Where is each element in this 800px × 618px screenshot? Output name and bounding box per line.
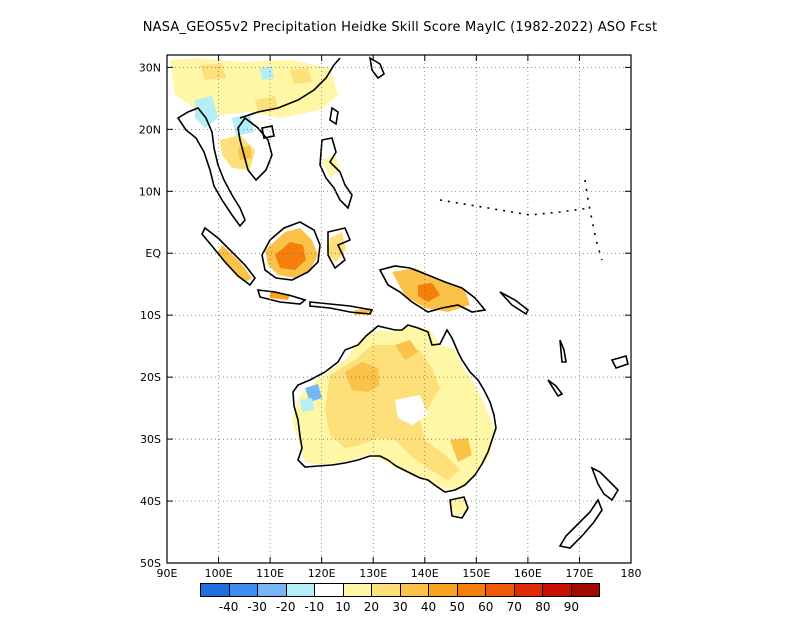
- map-frame: 90E 100E 110E 120E 130E 140E 150E 160E 170E 180 30…: [139, 54, 642, 580]
- java-coastline: [256, 289, 307, 305]
- colorbar-box: [229, 584, 258, 596]
- australia-coastline: [292, 324, 497, 493]
- south-china-skill-patch: [290, 68, 312, 84]
- micronesia-dots: [584, 179, 603, 261]
- australia-neutral-patch: [395, 395, 428, 425]
- philippines-coastline: [319, 137, 353, 210]
- western-australia-negative-region: [305, 384, 322, 402]
- colorbar-label: 10: [335, 600, 351, 614]
- south-china-skill-patch: [200, 64, 226, 80]
- micronesia-dots: [439, 199, 591, 216]
- latitude-label: 40S: [140, 495, 161, 508]
- new-guinea-coastline: [378, 265, 487, 313]
- longitude-label: 160E: [514, 567, 542, 580]
- philippines-skill: [322, 155, 340, 178]
- taiwan-coastline: [329, 106, 339, 126]
- australia-skill-patch: [345, 362, 380, 392]
- latitude-label: 10N: [139, 185, 161, 198]
- colorbar-box: [400, 584, 429, 596]
- longitude-label: 180: [621, 567, 642, 580]
- longitude-label: 120E: [308, 567, 336, 580]
- colorbar-label: 70: [506, 600, 522, 614]
- colorbar-box: [258, 584, 287, 596]
- colorbar-label: 60: [478, 600, 494, 614]
- colorbar: [200, 583, 600, 597]
- map-title: NASA_GEOS5v2 Precipitation Heidke Skill …: [142, 20, 658, 35]
- lesser-sunda-coastline: [309, 301, 374, 315]
- sumatra-coastline: [201, 226, 256, 287]
- colorbar-label: -10: [304, 600, 325, 614]
- colorbar-label: 40: [420, 600, 437, 614]
- colorbar-box: [457, 584, 486, 596]
- latitude-label: 10S: [140, 309, 161, 322]
- vanuatu-coastline: [559, 339, 567, 363]
- longitude-label: 170E: [565, 567, 593, 580]
- indochina-negative-region: [195, 96, 218, 128]
- indochina-negative-region: [232, 114, 254, 136]
- borneo-skill-core: [275, 242, 306, 270]
- colorbar-box: [315, 584, 344, 596]
- longitude-label: 130E: [359, 567, 387, 580]
- colorbar-box: [286, 584, 315, 596]
- latitude-label: 30N: [139, 61, 161, 74]
- hainan-coastline: [261, 125, 275, 139]
- vietnam-coastline: [237, 116, 273, 182]
- colorbar-box: [543, 584, 572, 596]
- colorbar-label: 80: [535, 600, 551, 614]
- new-zealand-north-coastline: [590, 466, 620, 502]
- sulawesi-coastline: [327, 227, 352, 270]
- japan-coastline: [368, 56, 385, 80]
- colorbar-box: [372, 584, 401, 596]
- longitude-label: 140E: [411, 567, 439, 580]
- colorbar-box: [201, 584, 230, 596]
- latitude-label: 20N: [139, 123, 161, 136]
- indochina-coastline: [176, 107, 246, 228]
- longitude-label: 150E: [462, 567, 490, 580]
- colorbar-label: 90: [563, 600, 580, 614]
- colorbar-labels: -40 -30 -20 -10 10 20 30 40 50 60 70 80 90: [200, 600, 600, 616]
- colorbar-label: -20: [275, 600, 296, 614]
- western-australia-negative-region: [300, 398, 314, 412]
- colorbar-label: -30: [247, 600, 267, 614]
- solomon-islands-coastline: [499, 291, 530, 316]
- sumatra-skill: [218, 245, 252, 282]
- latitude-label: EQ: [145, 247, 161, 260]
- indochina-skill-patch: [238, 146, 252, 160]
- china-coastline: [239, 57, 341, 119]
- longitude-label: 110E: [256, 567, 284, 580]
- skill-shading: [170, 58, 495, 516]
- tasmania-skill: [450, 498, 468, 516]
- tasmania-coastline: [449, 496, 469, 519]
- longitude-label: 90E: [157, 567, 178, 580]
- map-border: [166, 54, 632, 564]
- new-caledonia-coastline: [547, 379, 564, 398]
- latitude-label: 20S: [140, 371, 161, 384]
- colorbar-box: [514, 584, 543, 596]
- latitude-label: 30S: [140, 433, 161, 446]
- longitude-label: 100E: [205, 567, 233, 580]
- south-china-skill-patch: [255, 96, 278, 112]
- fiji-coastline: [610, 355, 629, 369]
- colorbar-label: 20: [363, 600, 380, 614]
- australia-skill-patch: [450, 438, 472, 462]
- latitude-label: 50S: [140, 557, 161, 570]
- colorbar-box: [486, 584, 515, 596]
- colorbar-box: [343, 584, 372, 596]
- new-zealand-south-coastline: [558, 498, 603, 549]
- colorbar-box: [429, 584, 458, 596]
- colorbar-label: 30: [392, 600, 408, 614]
- australia-skill-patch: [395, 340, 418, 360]
- colorbar-label: -40: [218, 600, 239, 614]
- indochina-negative-region: [260, 66, 274, 80]
- colorbar-label: 50: [449, 600, 465, 614]
- colorbar-box: [571, 584, 599, 596]
- new-guinea-skill-core: [418, 283, 440, 302]
- sulawesi-skill: [328, 232, 346, 262]
